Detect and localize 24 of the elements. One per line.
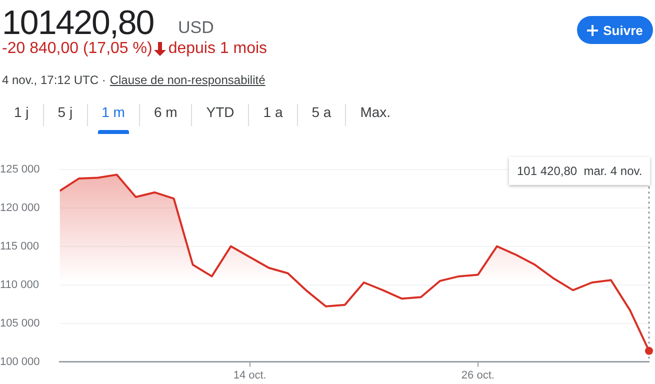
text: Clause de non-responsabilité — [110, 73, 266, 87]
text: 1 j — [0, 104, 44, 126]
text: depuis 1 mois — [168, 40, 268, 58]
text: 4 nov., 17:12 UTC · — [2, 73, 106, 87]
y-tick-label: 105 000 — [0, 317, 40, 330]
y-tick-label: 120 000 — [0, 202, 40, 214]
text: -20 840,00 (17,05 %) — [2, 40, 152, 58]
text: 1 m — [88, 104, 140, 126]
text: Suivre — [603, 22, 643, 38]
text: Max. — [359, 104, 392, 122]
text: 1 a — [249, 104, 298, 126]
text: 6 m — [140, 104, 192, 126]
text: USD — [178, 18, 214, 38]
y-tick-label: 110 000 — [0, 278, 39, 291]
x-tick-label: 26 oct. — [461, 369, 494, 382]
y-tick-label: 125 000 — [0, 163, 40, 176]
text: 5 j — [44, 104, 88, 126]
text: 5 a — [298, 104, 346, 126]
text: YTD — [192, 104, 250, 126]
y-tick-label: 100 000 — [0, 356, 40, 368]
annotation: 101 420,80 mar. 4 nov. — [509, 157, 650, 185]
chart-title: 101420,80 — [2, 4, 154, 42]
x-tick-label: 14 oct. — [233, 369, 266, 382]
y-tick-label: 115 000 — [0, 240, 39, 252]
